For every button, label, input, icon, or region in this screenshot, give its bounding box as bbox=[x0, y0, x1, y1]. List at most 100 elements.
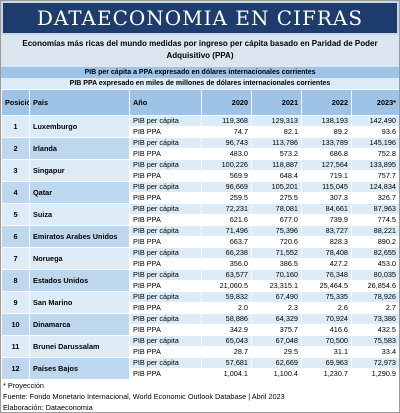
cell-value: 648.4 bbox=[251, 170, 302, 182]
cell-value: 142,490 bbox=[351, 115, 399, 127]
row: PIB PPA 74.7 82.1 89.2 93.6 bbox=[2, 126, 399, 138]
cell-value: 416.6 bbox=[301, 324, 352, 336]
cell-value: 356.0 bbox=[201, 258, 252, 270]
cell-value: 23,315.1 bbox=[251, 280, 302, 292]
indicator: PIB PPA bbox=[129, 192, 202, 204]
indicator: PIB per cápita bbox=[129, 291, 202, 303]
position: 11 bbox=[1, 335, 30, 358]
column-header: 2023* bbox=[351, 89, 399, 116]
cell-value: 757.7 bbox=[351, 170, 399, 182]
cell-value: 1,100.4 bbox=[251, 368, 302, 380]
indicator: PIB PPA bbox=[129, 324, 202, 336]
indicator: PIB per cápita bbox=[129, 203, 202, 215]
position: 9 bbox=[1, 291, 30, 314]
country: Estados Unidos bbox=[29, 269, 130, 292]
cell-value: 71,496 bbox=[201, 225, 252, 237]
cell-value: 752.8 bbox=[351, 148, 399, 160]
indicator: PIB per cápita bbox=[129, 181, 202, 193]
cell-value: 25,464.5 bbox=[301, 280, 352, 292]
cell-value: 375.7 bbox=[251, 324, 302, 336]
cell-value: 118,887 bbox=[251, 159, 302, 171]
note: PIB per cápita a PPA expresado en dólare… bbox=[1, 67, 399, 78]
cell-value: 59,832 bbox=[201, 291, 252, 303]
indicator: PIB per cápita bbox=[129, 335, 202, 347]
cell-value: 427.2 bbox=[301, 258, 352, 270]
cell-value: 133,895 bbox=[351, 159, 399, 171]
indicator: PIB per cápita bbox=[129, 137, 202, 149]
cell-value: 69,963 bbox=[301, 357, 352, 369]
cell-value: 21,060.5 bbox=[201, 280, 252, 292]
row: 12 Países Bajos PIB per cápita 57,681 62,669… bbox=[1, 357, 399, 380]
cell-value: 89.2 bbox=[301, 126, 352, 138]
cell-value: 113,786 bbox=[251, 137, 302, 149]
cell-value: 28.7 bbox=[201, 346, 252, 358]
cell-value: 386.5 bbox=[251, 258, 302, 270]
indicator: PIB PPA bbox=[129, 280, 202, 292]
row: PIB PPA 1,004.1 1,100.4 1,230.7 1,290.9 bbox=[2, 368, 399, 380]
position: 12 bbox=[1, 357, 30, 380]
cell-value: 774.5 bbox=[351, 214, 399, 226]
cell-value: 78,926 bbox=[351, 291, 399, 303]
cell-value: 75,335 bbox=[301, 291, 352, 303]
cell-value: 342.9 bbox=[201, 324, 252, 336]
cell-value: 65,043 bbox=[201, 335, 252, 347]
indicator: PIB per cápita bbox=[129, 115, 202, 127]
cell-value: 76,348 bbox=[301, 269, 352, 281]
position: 2 bbox=[1, 137, 30, 160]
cell-value: 2.3 bbox=[251, 302, 302, 314]
position: 6 bbox=[1, 225, 30, 248]
indicator: PIB PPA bbox=[129, 214, 202, 226]
cell-value: 63,577 bbox=[201, 269, 252, 281]
cell-value: 115,045 bbox=[301, 181, 352, 193]
cell-value: 74.7 bbox=[201, 126, 252, 138]
column-header: 2022 bbox=[301, 89, 352, 116]
title: DATAECONOMIA EN CIFRAS bbox=[1, 1, 399, 35]
cell-value: 66,238 bbox=[201, 247, 252, 259]
indicator: PIB PPA bbox=[129, 258, 202, 270]
row: 9 San Marino PIB per cápita 59,832 67,490 75,… bbox=[1, 291, 399, 314]
column-header: Año bbox=[129, 89, 202, 116]
column-header: País bbox=[29, 89, 130, 116]
indicator: PIB per cápita bbox=[129, 269, 202, 281]
footer: * Proyección Fuente: Fondo Monetario Inte… bbox=[1, 380, 399, 412]
cell-value: 72,973 bbox=[351, 357, 399, 369]
cell-value: 67,048 bbox=[251, 335, 302, 347]
row: PIB PPA 21,060.5 23,315.1 25,464.5 26,854.6 bbox=[2, 280, 399, 292]
cell-value: 307.3 bbox=[301, 192, 352, 204]
cell-value: 70,500 bbox=[301, 335, 352, 347]
cell-value: 259.5 bbox=[201, 192, 252, 204]
cell-value: 96,669 bbox=[201, 181, 252, 193]
row: 6 Emiratos Arabes Unidos PIB per cápita 71,… bbox=[1, 225, 399, 248]
cell-value: 73,386 bbox=[351, 313, 399, 325]
cell-value: 133,789 bbox=[301, 137, 352, 149]
indicator: PIB PPA bbox=[129, 346, 202, 358]
country: Qatar bbox=[29, 181, 130, 204]
country: Emiratos Arabes Unidos bbox=[29, 225, 130, 248]
row: PIB PPA 356.0 386.5 427.2 453.0 bbox=[2, 258, 399, 270]
cell-value: 82,655 bbox=[351, 247, 399, 259]
cell-value: 72,231 bbox=[201, 203, 252, 215]
cell-value: 31.1 bbox=[301, 346, 352, 358]
cell-value: 326.7 bbox=[351, 192, 399, 204]
cell-value: 87,963 bbox=[351, 203, 399, 215]
country: San Marino bbox=[29, 291, 130, 314]
cell-value: 1,004.1 bbox=[201, 368, 252, 380]
cell-value: 84,661 bbox=[301, 203, 352, 215]
column-header: 2020 bbox=[201, 89, 252, 116]
cell-value: 663.7 bbox=[201, 236, 252, 248]
cell-value: 57,681 bbox=[201, 357, 252, 369]
cell-value: 2.7 bbox=[351, 302, 399, 314]
cell-value: 621.6 bbox=[201, 214, 252, 226]
cell-value: 828.3 bbox=[301, 236, 352, 248]
column-header: Posición 2022 bbox=[1, 89, 30, 116]
cell-value: 432.5 bbox=[351, 324, 399, 336]
position: 8 bbox=[1, 269, 30, 292]
cell-value: 105,201 bbox=[251, 181, 302, 193]
footer-line: Elaboración: Dataeconomia bbox=[3, 403, 93, 412]
cell-value: 93.6 bbox=[351, 126, 399, 138]
country: Irlanda bbox=[29, 137, 130, 160]
cell-value: 483.0 bbox=[201, 148, 252, 160]
row: 3 Singapur PIB per cápita 100,226 118,887 127… bbox=[1, 159, 399, 182]
position: 5 bbox=[1, 203, 30, 226]
